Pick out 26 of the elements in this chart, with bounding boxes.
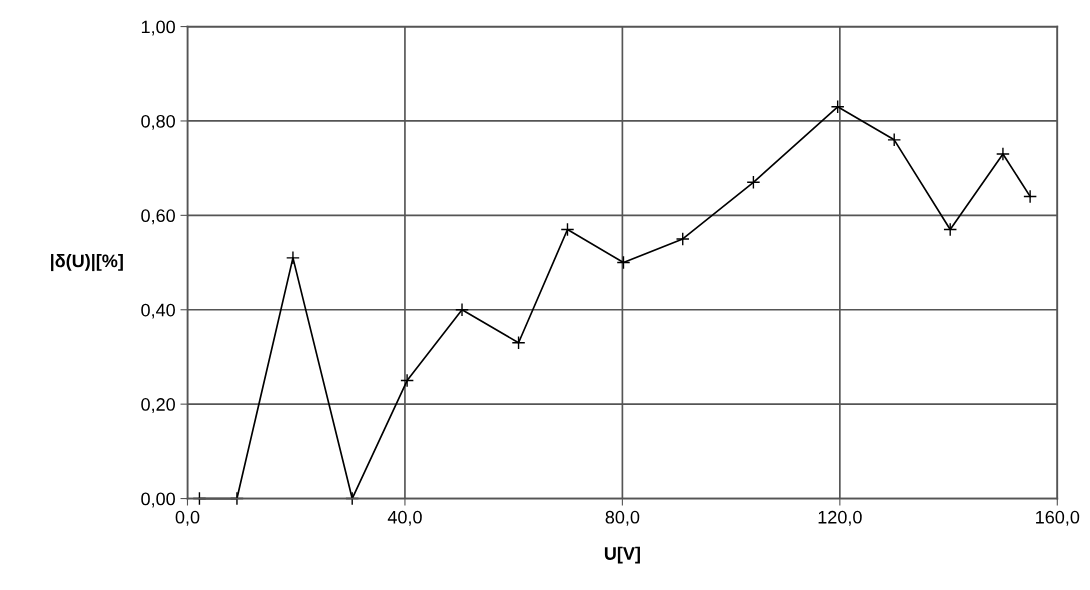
x-axis-title: U[V]: [604, 546, 640, 564]
y-axis-title: |δ(U)|[%]: [51, 254, 123, 272]
point: [455, 302, 469, 317]
point: [830, 99, 845, 114]
y-tick-label: 0,00: [141, 492, 175, 508]
y-tick-label: 1,00: [141, 20, 175, 36]
point: [675, 232, 690, 246]
y-tick-label: 0,60: [141, 209, 175, 225]
x-tick-label: 80,0: [605, 510, 640, 526]
x-tick-label: 160,0: [1036, 510, 1080, 526]
x-tick-label: 120,0: [818, 510, 862, 526]
y-tick-label: 0,20: [141, 398, 175, 413]
point: [1023, 189, 1038, 204]
point: [511, 335, 526, 350]
y-tick-label: 0,80: [141, 114, 175, 130]
x-tick-label: 40,0: [387, 510, 422, 526]
point: [995, 147, 1010, 161]
point: [400, 373, 415, 388]
point: [560, 222, 575, 237]
point: [887, 132, 902, 147]
x-tick-label: 0,0: [175, 510, 200, 526]
point: [286, 250, 300, 265]
point: [616, 255, 631, 270]
point: [746, 175, 761, 190]
y-tick-label: 0,40: [141, 303, 175, 319]
point: [943, 222, 958, 237]
